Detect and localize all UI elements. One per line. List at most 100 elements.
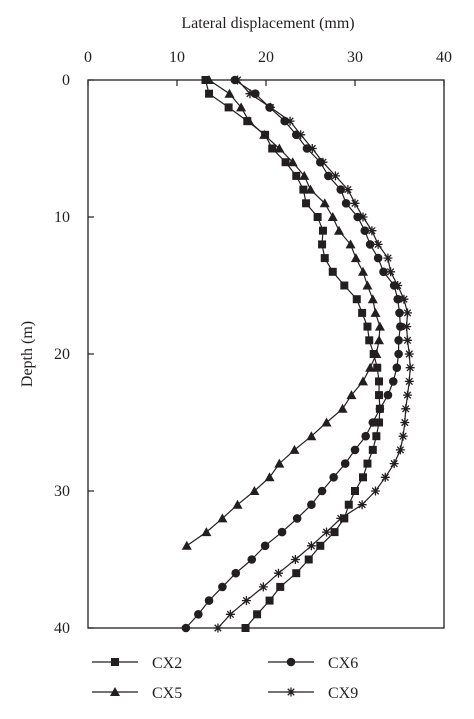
data-point-cx2 (330, 528, 339, 537)
data-point-cx6 (394, 349, 403, 359)
data-point-cx6 (393, 294, 403, 304)
data-point-cx9 (404, 376, 414, 386)
legend-label: CX6 (328, 655, 358, 672)
data-point-cx5 (289, 444, 300, 454)
data-point-cx9 (258, 582, 268, 592)
data-point-cx6 (365, 240, 375, 249)
data-point-cx5 (249, 486, 260, 495)
data-point-cx6 (341, 199, 351, 208)
axes: 0 10 20 30 40 0 10 20 30 40 (54, 49, 452, 637)
data-point-cx9 (395, 445, 405, 455)
legend-item-cx9: CX9 (268, 685, 358, 702)
y-axis-title: Depth (m) (19, 321, 36, 387)
legend: CX2 CX5 CX6 CX9 (92, 655, 358, 702)
data-point-cx6 (194, 610, 203, 619)
data-point-cx9 (318, 157, 328, 167)
data-point-cx9 (233, 75, 243, 85)
data-point-cx2 (253, 610, 262, 619)
y-tick-label: 10 (54, 209, 70, 226)
data-point-cx6 (181, 623, 191, 633)
data-point-cx5 (374, 321, 385, 331)
data-point-cx5 (244, 116, 255, 126)
data-point-cx5 (345, 239, 356, 249)
data-point-cx2 (302, 199, 311, 208)
data-point-cx2 (265, 596, 274, 605)
data-point-cx2 (372, 432, 381, 441)
legend-marker-cx2 (111, 658, 119, 666)
data-point-cx5 (274, 458, 285, 468)
data-point-cx6 (350, 445, 360, 455)
legend-marker-cx5 (110, 687, 120, 696)
data-point-cx5 (217, 513, 228, 523)
data-point-cx5 (201, 527, 212, 537)
data-point-cx9 (290, 555, 300, 564)
legend-label: CX5 (152, 685, 182, 702)
data-point-cx2 (320, 254, 329, 263)
data-point-cx9 (380, 472, 390, 482)
data-point-cx5 (287, 157, 298, 167)
data-point-cx5 (305, 184, 316, 194)
data-point-cx6 (379, 267, 388, 277)
data-point-cx9 (370, 486, 380, 496)
data-point-cx2 (241, 624, 250, 632)
data-point-cx5 (371, 349, 382, 358)
data-point-cx6 (336, 185, 346, 194)
data-point-cx9 (225, 609, 235, 619)
x-tick-label: 10 (169, 49, 185, 66)
plot-area (181, 75, 415, 633)
data-point-cx5 (299, 170, 310, 180)
data-point-cx5 (365, 362, 376, 372)
data-point-cx2 (292, 569, 301, 578)
data-point-cx2 (328, 267, 337, 276)
data-point-cx9 (403, 335, 413, 345)
data-point-cx9 (322, 527, 332, 537)
data-point-cx6 (277, 527, 287, 537)
data-point-cx2 (344, 500, 353, 509)
data-point-cx9 (306, 541, 316, 551)
data-point-cx6 (292, 514, 302, 523)
series-line-cx5 (186, 79, 381, 547)
data-point-cx5 (224, 88, 235, 98)
data-point-cx9 (400, 418, 410, 427)
data-point-cx2 (304, 555, 313, 564)
data-point-cx6 (361, 431, 370, 441)
data-point-cx2 (365, 336, 374, 345)
data-point-cx6 (247, 555, 257, 564)
data-point-cx6 (218, 582, 227, 592)
data-point-cx9 (404, 349, 414, 359)
data-point-cx6 (392, 363, 402, 373)
data-point-cx5 (264, 472, 275, 482)
data-point-cx2 (318, 240, 327, 249)
legend-item-cx2: CX2 (92, 655, 182, 672)
x-tick-label: 0 (84, 49, 92, 66)
x-tick-label: 30 (347, 49, 363, 66)
y-tick-label: 40 (54, 620, 70, 637)
data-point-cx2 (359, 473, 368, 482)
data-point-cx9 (213, 623, 223, 633)
data-point-cx6 (394, 336, 403, 345)
data-point-cx9 (273, 568, 283, 578)
data-point-cx9 (330, 171, 340, 181)
data-point-cx5 (327, 212, 338, 221)
data-point-cx6 (317, 486, 327, 496)
data-point-cx2 (276, 582, 285, 591)
data-point-cx2 (268, 144, 277, 153)
data-point-cx2 (224, 103, 233, 112)
data-point-cx6 (260, 541, 270, 551)
data-point-cx2 (373, 363, 382, 372)
data-point-cx9 (343, 185, 353, 195)
legend-item-cx6: CX6 (268, 655, 358, 672)
data-point-cx9 (393, 281, 403, 290)
data-point-cx6 (324, 171, 333, 181)
legend-marker-cx6 (286, 657, 296, 667)
series-cx9 (213, 75, 415, 633)
data-point-cx2 (368, 445, 377, 454)
data-point-cx9 (245, 89, 255, 99)
data-point-cx9 (403, 390, 413, 400)
data-point-cx6 (307, 500, 316, 510)
data-point-cx2 (375, 418, 384, 427)
data-point-cx9 (401, 404, 411, 414)
series-cx5 (181, 75, 385, 550)
data-point-cx2 (316, 541, 325, 550)
data-point-cx9 (265, 102, 275, 112)
